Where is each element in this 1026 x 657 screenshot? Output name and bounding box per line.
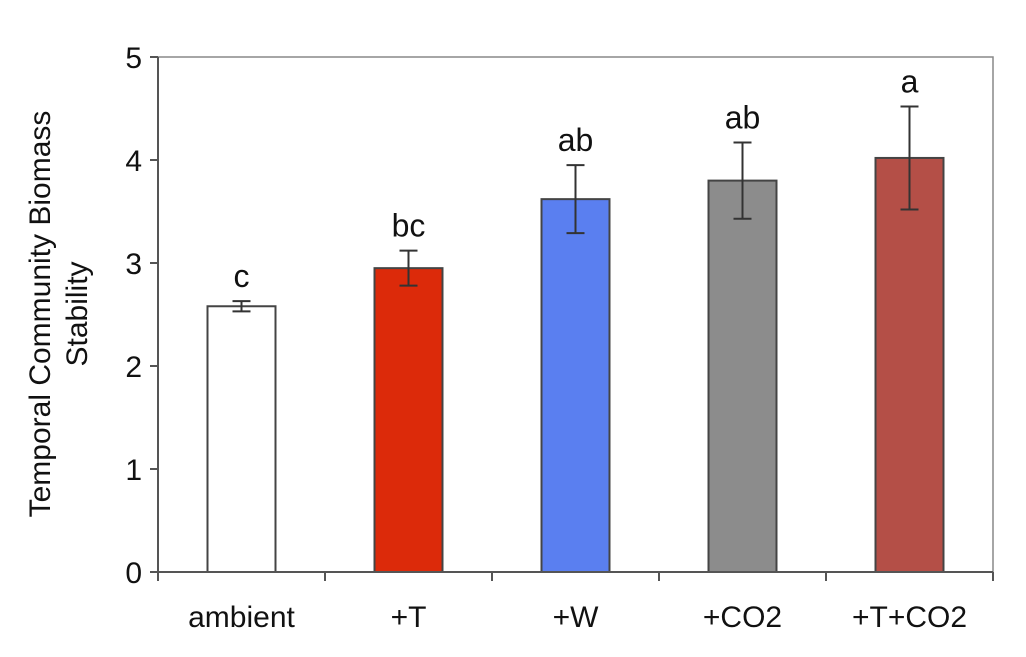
significance-letter: bc (392, 208, 426, 244)
bar (874, 156, 945, 573)
y-tick-label: 5 (125, 42, 142, 75)
y-axis-title-line-2: Stability (61, 261, 94, 366)
y-tick-label: 0 (125, 557, 142, 590)
x-axis: ambient +T +W +CO2 +T+CO2 (157, 571, 994, 634)
y-tick-label: 4 (125, 145, 142, 178)
significance-letter: c (234, 258, 250, 294)
x-category-label: +T+CO2 (852, 601, 967, 634)
x-category-label: +W (553, 601, 600, 634)
significance-letter: a (901, 63, 919, 99)
bar (373, 267, 444, 573)
bar (540, 198, 611, 573)
y-tick-label: 3 (125, 248, 142, 281)
significance-labels-group: c bc ab ab a (234, 63, 919, 294)
error-bars-group (232, 105, 919, 313)
y-tick-label: 2 (125, 351, 142, 384)
bar (206, 305, 277, 573)
y-axis: 0 1 2 3 4 5 (125, 42, 159, 590)
x-category-label: +CO2 (703, 601, 782, 634)
x-category-label: ambient (188, 601, 295, 634)
y-axis-title-line-1: Temporal Community Biomass (24, 111, 57, 518)
significance-letter: ab (725, 99, 761, 135)
x-category-label: +T (391, 601, 427, 634)
bar (707, 179, 778, 573)
significance-letter: ab (558, 122, 594, 158)
y-tick-label: 1 (125, 454, 142, 487)
